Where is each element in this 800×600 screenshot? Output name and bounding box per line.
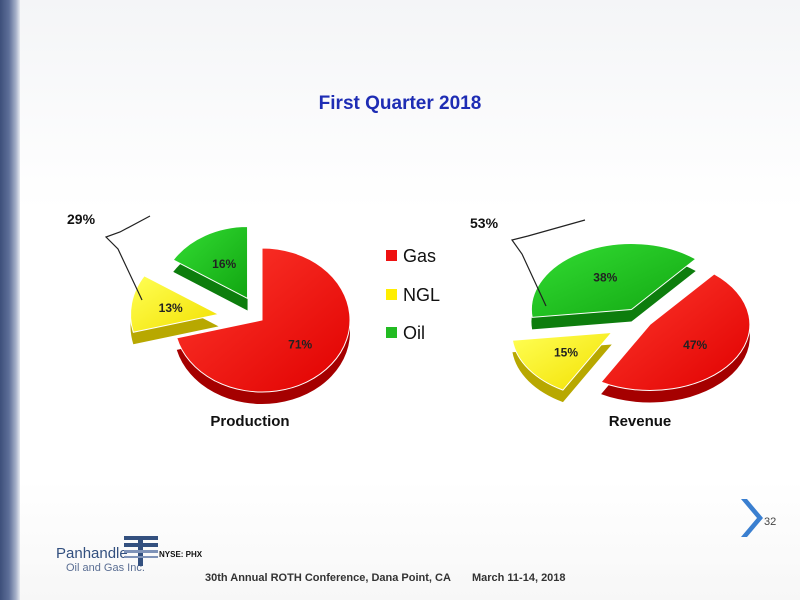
slide-title: First Quarter 2018 bbox=[318, 93, 482, 114]
legend-label-oil: Oil bbox=[403, 323, 425, 343]
oil-slice-label-0: 16% bbox=[212, 257, 236, 271]
legend: Gas NGL Oil bbox=[386, 246, 440, 343]
production-title: Production bbox=[210, 413, 289, 430]
production-annotation: 29% bbox=[67, 211, 96, 227]
left-accent-bar bbox=[0, 0, 20, 600]
footer-dates: March 11-14, 2018 bbox=[471, 572, 566, 584]
revenue-brace bbox=[510, 219, 586, 307]
logo-mark-icon bbox=[124, 536, 158, 566]
footer: 30th Annual ROTH Conference, Dana Point,… bbox=[205, 572, 584, 584]
company-logo: Panhandle Oil and Gas Inc. bbox=[56, 532, 206, 582]
logo-subtitle: Oil and Gas Inc. bbox=[66, 562, 145, 574]
page-number: 32 bbox=[764, 516, 777, 528]
gas-slice-0 bbox=[176, 247, 351, 393]
legend-swatch-oil bbox=[386, 327, 397, 338]
legend-label-gas: Gas bbox=[403, 246, 436, 266]
revenue-title: Revenue bbox=[609, 413, 672, 430]
gas-slice-label-0: 71% bbox=[288, 337, 312, 351]
oil-slice-0 bbox=[172, 225, 249, 300]
legend-label-ngl: NGL bbox=[403, 285, 440, 305]
ngl-slice-0 bbox=[130, 275, 221, 333]
ngl-slice-label-1: 15% bbox=[554, 346, 578, 360]
revenue-annotation: 53% bbox=[470, 215, 499, 231]
production-brace bbox=[104, 215, 151, 301]
legend-swatch-gas bbox=[386, 250, 397, 261]
ngl-slice-1 bbox=[511, 331, 613, 391]
stock-ticker: NYSE: PHX bbox=[159, 550, 203, 559]
logo-name: Panhandle bbox=[56, 545, 128, 562]
legend-swatch-ngl bbox=[386, 289, 397, 300]
revenue-pie: 47% 15% 38% bbox=[511, 243, 751, 403]
next-slide-chevron-icon[interactable] bbox=[737, 497, 763, 544]
oil-slice-1 bbox=[531, 243, 697, 318]
footer-conference: 30th Annual ROTH Conference, Dana Point,… bbox=[205, 572, 451, 584]
oil-slice-label-1: 38% bbox=[593, 271, 617, 285]
gas-slice-label-1: 47% bbox=[683, 338, 707, 352]
gas-slice-1 bbox=[600, 273, 751, 391]
ngl-slice-label-0: 13% bbox=[159, 301, 183, 315]
production-pie: 71% 13% 16% bbox=[130, 225, 351, 405]
